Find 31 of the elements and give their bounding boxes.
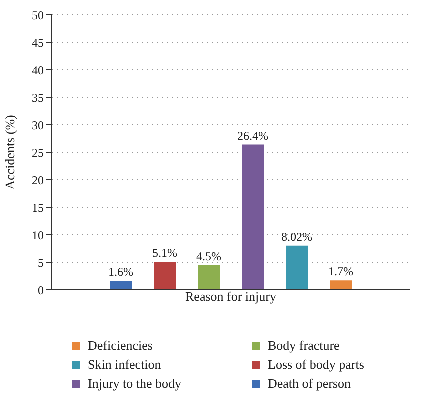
bar	[110, 281, 132, 290]
y-tick-label: 50	[32, 8, 44, 22]
bar	[242, 144, 264, 290]
data-label: 26.4%	[238, 128, 268, 143]
bar	[330, 280, 352, 290]
data-label: 4.5%	[196, 249, 222, 264]
bar	[154, 262, 176, 290]
bar	[198, 265, 220, 290]
y-tick-label: 5	[38, 256, 44, 270]
bar	[286, 246, 308, 290]
legend-label: Skin infection	[88, 356, 162, 372]
y-tick-label: 20	[32, 173, 44, 188]
data-label: 5.1%	[152, 246, 178, 260]
legend-label: Loss of body parts	[268, 356, 364, 372]
y-tick-label: 15	[32, 200, 44, 215]
y-tick-label: 30	[32, 118, 44, 132]
y-tick-label: 10	[32, 228, 44, 242]
y-tick-label: 25	[32, 146, 44, 160]
legend-label: Death of person	[268, 376, 352, 392]
y-tick-label: 35	[32, 90, 44, 105]
data-label: 1.7%	[328, 264, 354, 279]
legend-label: Deficiencies	[88, 338, 153, 354]
legend-label: Body fracture	[268, 338, 340, 354]
legend-label: Injury to the body	[88, 376, 182, 392]
y-tick-label: 45	[32, 36, 44, 50]
y-tick-label: 0	[38, 283, 44, 298]
x-axis-title: Reason for injury	[186, 289, 277, 304]
data-label: 8.02%	[282, 230, 312, 244]
y-axis-title: Accidents (%)	[2, 115, 18, 190]
y-tick-label: 40	[32, 63, 44, 78]
data-label: 1.6%	[108, 265, 134, 280]
